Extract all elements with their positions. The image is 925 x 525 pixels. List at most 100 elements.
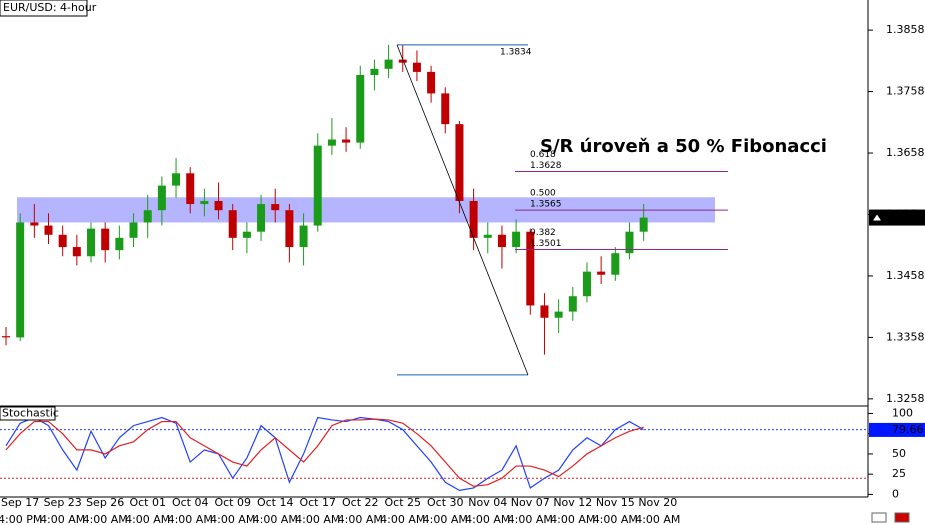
y-tick-label: 1.3358 xyxy=(886,330,925,343)
pane-title: Stochastic xyxy=(2,407,59,420)
candle-body xyxy=(483,234,492,238)
fib-price: 1.3628 xyxy=(530,161,562,171)
candle-body xyxy=(554,311,563,318)
x-tick-time: 4:00 AM xyxy=(550,513,595,525)
fib-price: 1.3501 xyxy=(530,239,562,249)
x-tick-time: 4:00 PM xyxy=(0,513,42,525)
x-tick-label: Nov 04 xyxy=(468,496,507,509)
candle-body xyxy=(72,247,81,257)
candle-body xyxy=(611,253,620,275)
last-value-label: 79.66 xyxy=(892,423,924,436)
candle-body xyxy=(58,234,67,248)
x-tick-time: 4:00 AM xyxy=(253,513,298,525)
x-tick-label: Oct 09 xyxy=(214,496,251,509)
x-tick-time: 4:00 AM xyxy=(295,513,340,525)
candle-body xyxy=(441,93,450,125)
candle-body xyxy=(342,139,351,143)
candle-body xyxy=(313,145,322,226)
candle-body xyxy=(540,305,549,318)
candle-body xyxy=(172,173,181,186)
candle-body xyxy=(214,200,223,211)
candle-body xyxy=(497,234,506,248)
candle-body xyxy=(412,62,421,72)
x-tick-label: Sep 17 xyxy=(1,496,39,509)
stochastic-line xyxy=(5,416,644,491)
x-tick-label: Oct 17 xyxy=(299,496,336,509)
x-tick-time: 4:00 AM xyxy=(380,513,425,525)
candle-body xyxy=(625,231,634,254)
y-tick-label: 1.3758 xyxy=(886,85,925,98)
candle-body xyxy=(271,204,280,211)
chart-title: EUR/USD: 4-hour xyxy=(3,1,97,14)
candle-body xyxy=(526,231,535,306)
last-price-arrow xyxy=(873,214,881,221)
last-price-label: 1.3553 xyxy=(886,211,925,224)
title-box xyxy=(0,0,88,17)
candle-body xyxy=(356,74,365,143)
y-tick-label: 1.3458 xyxy=(886,269,925,282)
x-tick-time: 4:00 AM xyxy=(40,513,85,525)
y-tick-label: 25 xyxy=(892,467,906,480)
fib-price: 1.3565 xyxy=(530,200,562,210)
x-tick-label: Sep 23 xyxy=(44,496,82,509)
swing-high-label: 1.3834 xyxy=(500,47,532,57)
candle-body xyxy=(257,204,266,232)
x-tick-time: 4:00 AM xyxy=(508,513,553,525)
candle-body xyxy=(101,228,110,251)
fib-level: 0.500 xyxy=(530,189,556,199)
x-tick-label: Oct 04 xyxy=(172,496,209,509)
candle-body xyxy=(582,271,591,297)
x-tick-label: Oct 30 xyxy=(427,496,464,509)
candle-body xyxy=(44,225,53,235)
candle-body xyxy=(299,225,308,248)
stochastic-line xyxy=(5,418,644,487)
candle-body xyxy=(285,210,294,248)
x-tick-time: 4:00 AM xyxy=(593,513,638,525)
candle-body xyxy=(2,336,10,338)
y-tick-label: 50 xyxy=(892,447,906,460)
x-tick-time: 4:00 AM xyxy=(210,513,255,525)
candle-body xyxy=(228,210,237,238)
x-tick-label: Oct 14 xyxy=(257,496,294,509)
scroll-icon[interactable] xyxy=(871,512,887,523)
candle-body xyxy=(115,237,124,251)
candle-body xyxy=(87,228,96,257)
candle-body xyxy=(186,173,195,205)
candle-body xyxy=(16,222,25,338)
candle-body xyxy=(469,200,478,238)
candle-body xyxy=(427,71,436,94)
y-tick-label: 1.3658 xyxy=(886,146,925,159)
x-tick-label: Nov 07 xyxy=(511,496,550,509)
candle-body xyxy=(129,222,138,238)
candle-body xyxy=(30,222,39,226)
x-tick-time: 4:00 AM xyxy=(635,513,680,525)
x-tick-label: Oct 22 xyxy=(342,496,379,509)
x-tick-label: Nov 15 xyxy=(596,496,635,509)
close-icon[interactable] xyxy=(894,512,910,523)
x-tick-time: 4:00 AM xyxy=(465,513,510,525)
candle-body xyxy=(200,200,209,205)
fib-trend-line xyxy=(396,44,529,376)
y-tick-label: 100 xyxy=(892,406,913,419)
candle-body xyxy=(455,124,464,201)
x-tick-label: Oct 01 xyxy=(129,496,166,509)
candle-body xyxy=(327,139,336,146)
x-tick-label: Nov 20 xyxy=(638,496,677,509)
candle-body xyxy=(512,231,521,248)
x-tick-time: 4:00 AM xyxy=(338,513,383,525)
x-tick-label: Nov 12 xyxy=(553,496,592,509)
candle-body xyxy=(143,210,152,223)
fib-level: 0.382 xyxy=(530,228,556,238)
last-value-box xyxy=(869,422,925,437)
y-tick-label: 1.3858 xyxy=(886,23,925,36)
candle-body xyxy=(398,59,407,63)
candle-body xyxy=(370,68,379,75)
candle-body xyxy=(597,271,606,275)
x-tick-label: Sep 26 xyxy=(86,496,124,509)
x-tick-time: 4:00 AM xyxy=(83,513,128,525)
candle-body xyxy=(568,296,577,312)
fib-level: 0.618 xyxy=(530,150,556,160)
candle-body xyxy=(157,185,166,211)
